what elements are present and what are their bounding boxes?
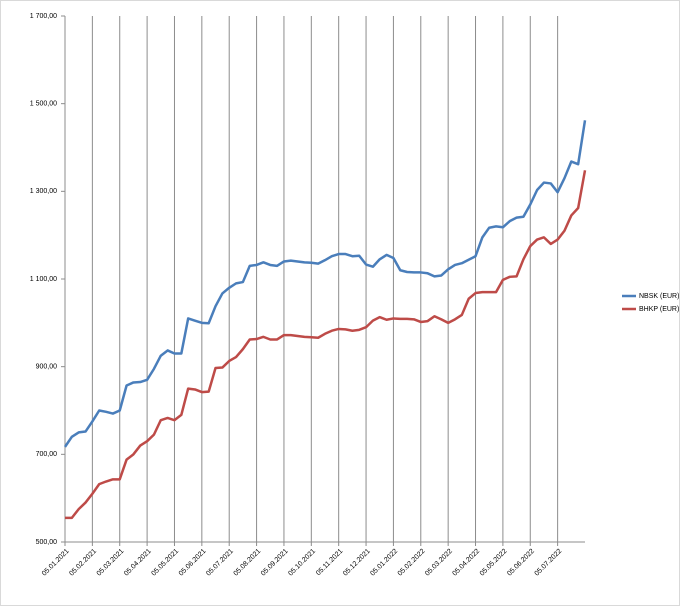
y-tick-label: 1 300,00 [30, 188, 57, 195]
y-tick-label: 900,00 [36, 364, 58, 371]
series-line [65, 170, 587, 520]
legend-label: NBSK (EUR) [639, 293, 679, 300]
series-line [63, 120, 587, 448]
y-tick-label: 1 500,00 [30, 101, 57, 108]
y-tick-label: 500,00 [36, 539, 58, 546]
y-tick-label: 700,00 [36, 451, 58, 458]
legend-label: BHKP (EUR) [639, 306, 679, 313]
y-tick-label: 1 700,00 [30, 13, 57, 20]
y-tick-label: 1 100,00 [30, 276, 57, 283]
